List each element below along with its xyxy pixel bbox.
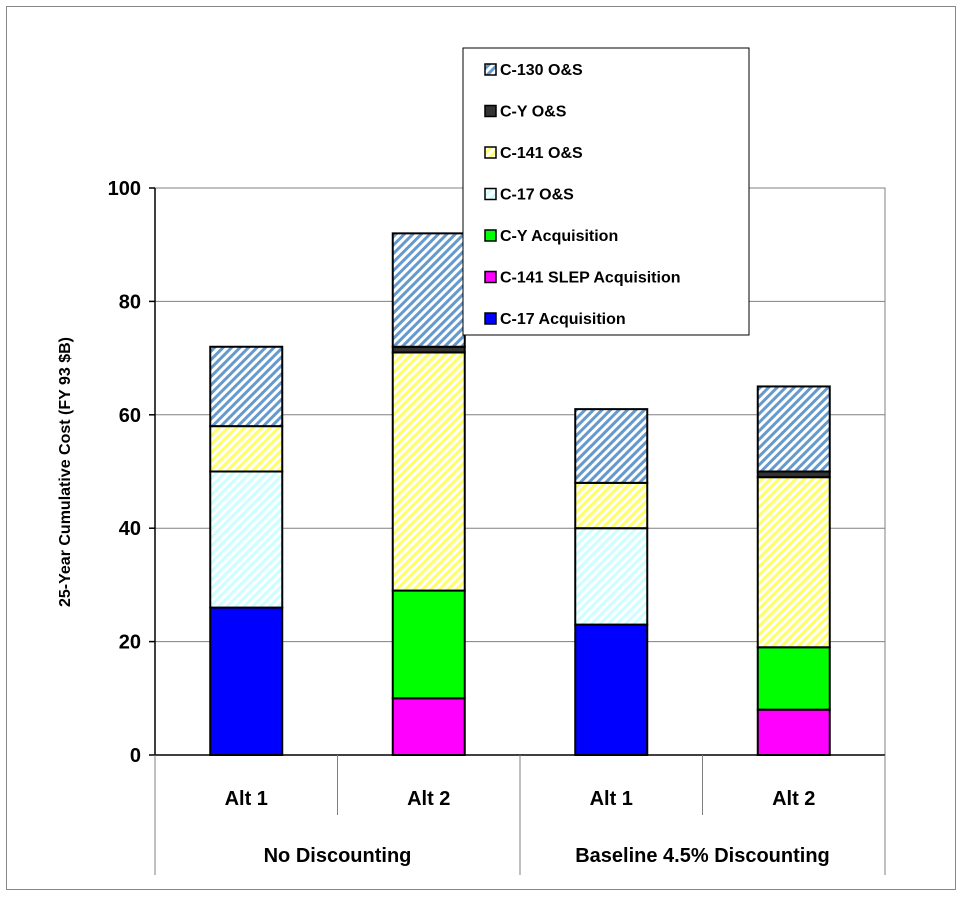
bar-segment-c-141-o-s-1: [391, 351, 466, 592]
bar-segment-c-y-acquisition-1: [391, 589, 466, 700]
legend-swatch: [484, 187, 497, 201]
bar-segment-c-130-o-s-2: [574, 408, 649, 484]
bar-segment-c-130-o-s-1: [391, 232, 466, 348]
bar-segment-c-130-o-s-0: [209, 345, 284, 428]
x-category-label: Alt 2: [407, 788, 450, 810]
y-tick-label: 40: [119, 518, 141, 540]
bar-segment-c-17-acquisition-0: [209, 606, 284, 757]
y-axis-label: 25-Year Cumulative Cost (FY 93 $B): [57, 337, 74, 607]
legend-box: [462, 47, 750, 336]
bar-segment-c-17-acquisition-2: [574, 623, 649, 757]
legend-label: C-141 SLEP Acquisition: [500, 270, 680, 287]
legend-swatch: [484, 229, 497, 242]
bar-segment-c-17-o-s-2: [574, 527, 649, 626]
x-group-label: No Discounting: [264, 845, 412, 867]
bar-segment-c-141-o-s-0: [209, 425, 284, 473]
x-group-label: Baseline 4.5% Discounting: [575, 845, 830, 867]
bar-segment-c-130-o-s-3: [756, 385, 831, 473]
bar-segment-c-141-o-s-2: [574, 481, 649, 530]
bar-segment-c-141-slep-acquisition-1: [391, 697, 466, 756]
y-tick-label: 0: [130, 745, 141, 767]
legend-label: C-17 O&S: [500, 187, 574, 204]
legend-swatch: [484, 312, 497, 325]
y-tick-label: 60: [119, 405, 141, 427]
y-tick-label: 20: [119, 632, 141, 654]
x-category-label: Alt 2: [772, 788, 815, 810]
legend-label: C-130 O&S: [500, 62, 583, 79]
x-category-label: Alt 1: [590, 788, 633, 810]
x-category-label: Alt 1: [225, 788, 268, 810]
legend-swatch: [484, 63, 497, 76]
legend-swatch: [484, 146, 497, 159]
legend-swatch: [484, 270, 497, 284]
y-tick-label: 100: [108, 178, 141, 200]
bar-segment-c-141-slep-acquisition-3: [756, 708, 831, 757]
bar-segment-c-141-o-s-3: [756, 476, 831, 649]
legend-swatch: [484, 104, 497, 118]
legend: C-130 O&S C-Y O&S C-141 O&S C-17 O&S C-Y Acq…: [462, 47, 750, 336]
bar-segment-c-17-o-s-0: [209, 470, 284, 609]
y-tick-label: 80: [119, 291, 141, 313]
legend-label: C-Y O&S: [500, 104, 567, 121]
legend-label: C-141 O&S: [500, 145, 583, 162]
axes: 0 20 40 60 80 100 Alt 1 Alt 2 Alt 1 Alt 2 No Disco…: [108, 178, 886, 875]
chart-frame: [6, 6, 956, 890]
legend-label: C-17 Acquisition: [500, 311, 626, 328]
legend-label: C-Y Acquisition: [500, 228, 618, 245]
bar-segment-c-y-acquisition-3: [756, 646, 831, 711]
bars: [209, 232, 831, 757]
